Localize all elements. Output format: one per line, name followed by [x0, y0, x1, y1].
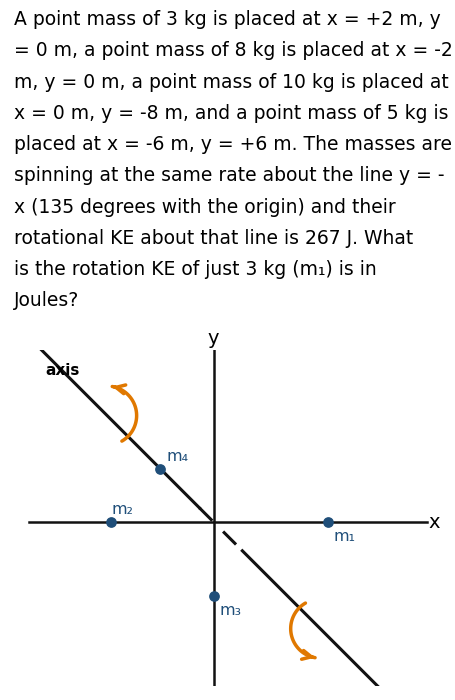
Text: m₁: m₁ [333, 529, 354, 544]
Point [210, 590, 217, 601]
Text: x: x [428, 512, 440, 531]
Text: = 0 m, a point mass of 8 kg is placed at x = -2: = 0 m, a point mass of 8 kg is placed at… [14, 41, 451, 60]
Point [107, 517, 115, 528]
Text: Joules?: Joules? [14, 291, 79, 310]
Text: x (135 degrees with the origin) and their: x (135 degrees with the origin) and thei… [14, 197, 394, 216]
Point [324, 517, 331, 528]
Text: x = 0 m, y = -8 m, and a point mass of 5 kg is: x = 0 m, y = -8 m, and a point mass of 5… [14, 104, 447, 122]
Text: spinning at the same rate about the line y = -: spinning at the same rate about the line… [14, 167, 443, 186]
Text: y: y [207, 329, 219, 348]
Text: rotational KE about that line is 267 J. What: rotational KE about that line is 267 J. … [14, 229, 412, 248]
Text: A point mass of 3 kg is placed at x = +2 m, y: A point mass of 3 kg is placed at x = +2… [14, 10, 440, 29]
Text: m₂: m₂ [111, 503, 133, 517]
Text: placed at x = -6 m, y = +6 m. The masses are: placed at x = -6 m, y = +6 m. The masses… [14, 135, 451, 154]
Text: m₃: m₃ [219, 603, 242, 617]
Point [157, 463, 164, 475]
Text: m, y = 0 m, a point mass of 10 kg is placed at: m, y = 0 m, a point mass of 10 kg is pla… [14, 73, 447, 92]
Text: m₄: m₄ [166, 449, 188, 464]
Text: axis: axis [46, 363, 80, 378]
Text: is the rotation KE of just 3 kg (m₁) is in: is the rotation KE of just 3 kg (m₁) is … [14, 260, 376, 279]
